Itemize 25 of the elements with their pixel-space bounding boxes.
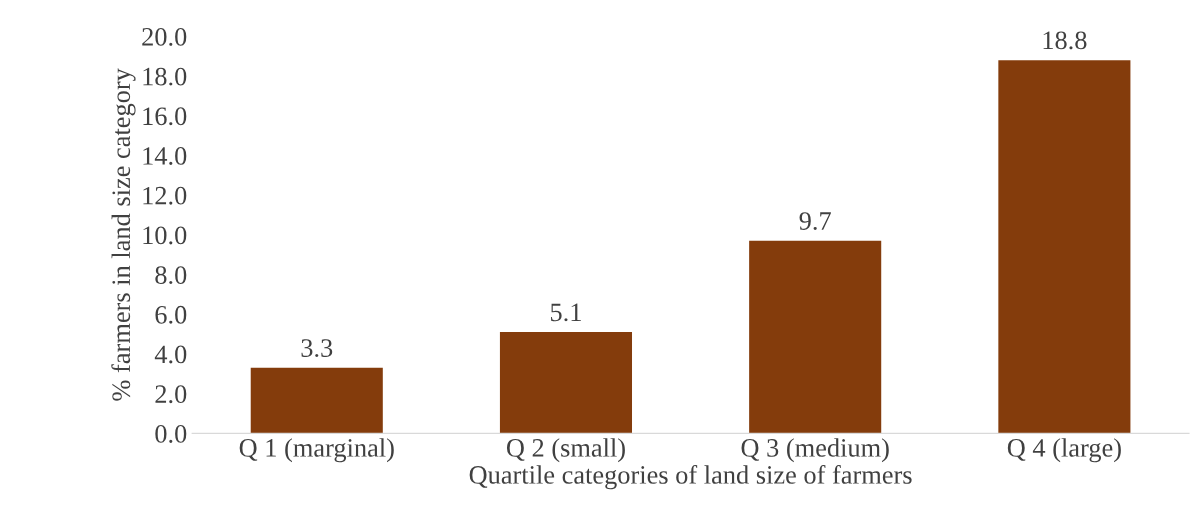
y-tick-label: 8.0 bbox=[155, 266, 187, 285]
bar bbox=[250, 367, 383, 434]
y-tick-label: 12.0 bbox=[143, 186, 187, 205]
x-tick-label: Q 2 (small) bbox=[506, 438, 625, 463]
y-tick-label: 16.0 bbox=[143, 107, 187, 126]
y-tick-label: 2.0 bbox=[155, 385, 187, 404]
x-tick-label: Q 1 (marginal) bbox=[239, 438, 394, 463]
y-tick-label: 18.0 bbox=[143, 67, 187, 86]
bar bbox=[749, 240, 882, 434]
x-tick-label: Q 3 (medium) bbox=[741, 438, 889, 463]
y-tick-label: 0.0 bbox=[155, 424, 187, 443]
y-axis-title: % farmers in land size category bbox=[111, 68, 136, 401]
y-tick-label: 20.0 bbox=[142, 27, 187, 46]
data-label: 18.8 bbox=[1043, 31, 1087, 50]
data-label: 9.7 bbox=[799, 212, 831, 230]
data-label: 3.3 bbox=[301, 339, 333, 358]
y-tick-label: 4.0 bbox=[154, 345, 187, 364]
y-tick-label: 6.0 bbox=[155, 305, 187, 324]
x-tick-label: Q 4 (large) bbox=[1007, 438, 1121, 463]
y-tick-label: 10.0 bbox=[143, 226, 187, 245]
y-tick-label: 14.0 bbox=[143, 147, 187, 165]
bar bbox=[499, 332, 633, 434]
bar bbox=[998, 60, 1131, 434]
data-label: 5.1 bbox=[551, 303, 581, 322]
x-axis-title: Quartile categories of land size of farmers bbox=[469, 465, 912, 490]
